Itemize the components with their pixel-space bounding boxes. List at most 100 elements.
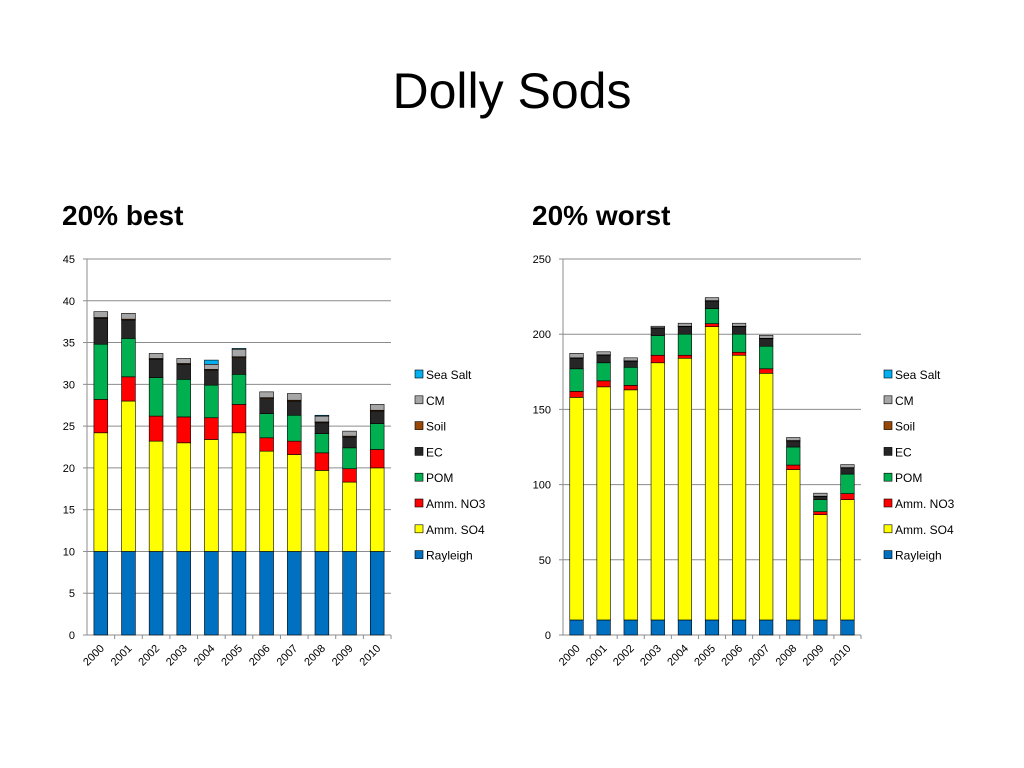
bar-segment-amm-no3-2004	[677, 354, 692, 359]
y-tick-label: 25	[63, 421, 75, 433]
y-tick-label: 200	[533, 329, 551, 341]
legend-label: Rayleigh	[426, 549, 473, 563]
bar-segment-amm-so4-2001	[596, 386, 611, 621]
bar-segment-pom-2006	[732, 333, 747, 353]
bar-segment-ec-2006	[732, 326, 747, 335]
y-tick-label: 10	[63, 546, 75, 558]
legend-swatch	[414, 550, 424, 559]
legend-swatch	[883, 524, 893, 534]
bar-segment-ec-2010	[840, 467, 855, 475]
x-tick-label: 2000	[557, 643, 583, 669]
bar-segment-amm-so4-2004	[677, 357, 692, 621]
y-tick-label: 20	[63, 463, 75, 475]
bar-segment-amm-so4-2007	[759, 373, 774, 621]
legend-label: POM	[895, 471, 922, 485]
x-tick-label: 2007	[747, 643, 773, 669]
bar-segment-cm-2000	[93, 311, 109, 318]
bar-segment-ec-2001	[596, 354, 611, 364]
y-tick-label: 30	[63, 379, 75, 391]
bar-segment-cm-2001	[596, 351, 611, 356]
legend-label: POM	[426, 471, 453, 485]
legend-label: Rayleigh	[895, 549, 942, 563]
bar-segment-amm-so4-2002	[623, 389, 638, 621]
bar-segment-cm-2007	[759, 334, 774, 339]
bar-segment-cm-2000	[569, 353, 584, 359]
bar-segment-ec-2004	[677, 326, 692, 335]
bar-segment-cm-2006	[732, 322, 747, 327]
bar-segment-amm-so4-2009	[813, 514, 828, 621]
x-tick-label: 2009	[801, 643, 827, 669]
legend-label: EC	[895, 445, 912, 459]
x-tick-label: 2001	[584, 643, 610, 669]
bar-segment-cm-2003	[650, 325, 665, 329]
bar-segment-cm-2005	[704, 297, 720, 301]
bar-segment-pom-2005	[704, 308, 720, 324]
bar-segment-rayleigh-2006	[732, 619, 747, 636]
bar-segment-cm-2001	[121, 313, 136, 320]
bar-segment-amm-so4-2008	[786, 469, 801, 621]
bar-segment-cm-2002	[148, 353, 164, 359]
bar-segment-pom-2000	[569, 368, 584, 392]
bar-segment-rayleigh-2004	[677, 619, 692, 636]
bar-segment-amm-no3-2002	[623, 385, 638, 391]
legend-label: Sea Salt	[895, 368, 941, 382]
legend-swatch	[414, 421, 424, 430]
bar-segment-amm-no3-2009	[813, 511, 828, 515]
y-tick-label: 250	[533, 254, 551, 266]
legend-swatch	[414, 498, 424, 508]
bar-segment-amm-no3-2006	[732, 351, 747, 356]
bar-segment-rayleigh-2008	[786, 619, 801, 636]
bar-segment-amm-no3-2005	[704, 323, 720, 327]
bar-segment-pom-2010	[840, 473, 855, 494]
bar-segment-rayleigh-2002	[623, 619, 638, 636]
y-tick-label: 45	[63, 254, 75, 266]
y-tick-label: 100	[533, 480, 551, 492]
bar-segment-pom-2009	[813, 499, 828, 512]
bar-segment-cm-2004	[677, 322, 692, 327]
legend-label: Amm. SO4	[895, 523, 954, 537]
legend-label: EC	[426, 445, 443, 459]
x-tick-label: 2003	[638, 643, 664, 669]
bar-segment-rayleigh-2009	[813, 619, 828, 636]
bar-segment-amm-so4-2010	[840, 499, 855, 621]
bar-segment-ec-2000	[569, 357, 584, 370]
y-tick-label: 15	[63, 505, 75, 517]
bar-segment-rayleigh-2007	[759, 619, 774, 636]
bar-segment-amm-no3-2010	[840, 493, 855, 500]
legend-swatch	[883, 472, 893, 482]
bar-segment-cm-2002	[623, 357, 638, 362]
bar-segment-amm-so4-2000	[569, 397, 584, 621]
bar-segment-cm-2006	[259, 391, 274, 399]
legend-swatch	[883, 395, 893, 405]
bar-segment-rayleigh-2003	[650, 619, 665, 636]
legend-swatch	[414, 472, 424, 482]
legend-label: Amm. SO4	[426, 523, 485, 537]
bar-segment-pom-2002	[623, 366, 638, 386]
bar-segment-amm-no3-2008	[786, 464, 801, 470]
legend-swatch	[414, 447, 424, 456]
legend-swatch	[414, 524, 424, 534]
bar-segment-ec-2002	[623, 360, 638, 368]
legend-label: Soil	[895, 420, 915, 434]
bar-segment-cm-2003	[176, 358, 191, 364]
bar-segment-sea-salt-2005	[231, 348, 247, 350]
bar-segment-pom-2003	[650, 335, 665, 356]
x-tick-label: 2006	[719, 643, 745, 669]
bar-segment-amm-so4-2006	[732, 354, 747, 621]
legend-swatch	[883, 447, 893, 456]
legend-label: Amm. NO3	[426, 497, 486, 511]
legend-swatch	[883, 498, 893, 508]
bar-segment-amm-no3-2003	[650, 354, 665, 364]
bar-segment-pom-2008	[786, 446, 801, 466]
y-tick-label: 150	[533, 404, 551, 416]
y-tick-label: 40	[63, 296, 75, 308]
legend-label: CM	[426, 394, 445, 408]
x-tick-label: 2002	[611, 643, 637, 669]
bar-segment-ec-2003	[650, 327, 665, 337]
bar-segment-sea-salt-2008	[314, 414, 330, 417]
bar-segment-pom-2001	[596, 362, 611, 382]
bar-segment-rayleigh-2001	[596, 619, 611, 636]
slide-title: Dolly Sods	[392, 63, 632, 119]
legend-label: Soil	[426, 420, 446, 434]
